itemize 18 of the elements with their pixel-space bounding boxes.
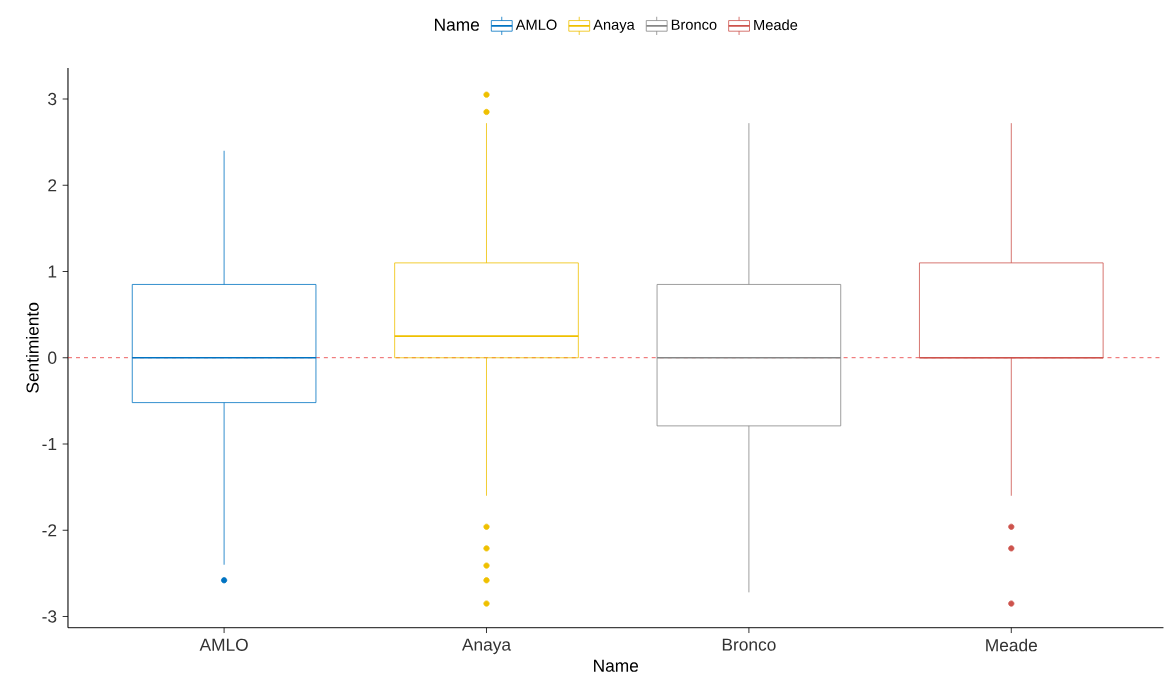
x-tick-label: Bronco: [722, 638, 776, 651]
y-tick-label: -3: [42, 610, 57, 623]
y-tick-label: 0: [48, 351, 57, 364]
legend-label: Bronco: [671, 19, 717, 30]
y-tick-label: -1: [42, 438, 57, 450]
y-axis-title: Sentimiento: [25, 302, 39, 393]
legend-title: Name: [435, 18, 480, 31]
legend-label: AMLO: [515, 19, 557, 30]
y-tick-label: -2: [42, 524, 57, 537]
legend-label: Anaya: [593, 19, 635, 33]
y-tick-label: 3: [48, 92, 57, 106]
x-tick-label: AMLO: [199, 638, 248, 651]
y-tick-label: 1: [48, 265, 57, 278]
x-tick-label: Anaya: [461, 638, 512, 655]
legend-label: Meade: [754, 19, 798, 31]
x-axis-title: Name: [594, 659, 639, 672]
y-tick-label: 2: [48, 179, 57, 192]
x-tick-label: Meade: [986, 638, 1037, 652]
